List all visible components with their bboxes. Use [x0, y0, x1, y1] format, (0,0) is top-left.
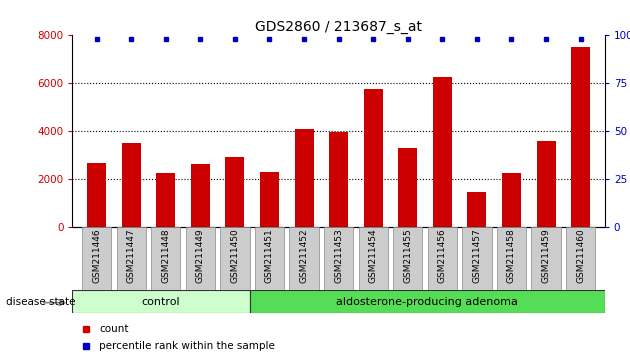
Text: GSM211459: GSM211459 [542, 228, 551, 283]
Bar [260, 172, 279, 227]
Bar [289, 227, 319, 290]
Text: count: count [99, 324, 129, 333]
Bar [531, 227, 561, 290]
Text: GSM211449: GSM211449 [196, 228, 205, 283]
Text: GSM211455: GSM211455 [403, 228, 412, 283]
Text: GSM211457: GSM211457 [472, 228, 481, 283]
Text: GSM211458: GSM211458 [507, 228, 516, 283]
Text: aldosterone-producing adenoma: aldosterone-producing adenoma [336, 297, 518, 307]
Bar [433, 77, 452, 227]
Text: GSM211456: GSM211456 [438, 228, 447, 283]
Bar [358, 227, 388, 290]
Bar [156, 173, 175, 227]
Bar [324, 227, 353, 290]
Bar [226, 157, 244, 227]
Bar [186, 227, 215, 290]
Bar [462, 227, 491, 290]
Text: GSM211450: GSM211450 [231, 228, 239, 283]
Text: GSM211451: GSM211451 [265, 228, 274, 283]
Text: GSM211453: GSM211453 [334, 228, 343, 283]
Bar [566, 227, 595, 290]
Bar [255, 227, 284, 290]
Bar [250, 290, 605, 313]
Bar [497, 227, 526, 290]
Bar [122, 143, 140, 227]
Bar [151, 227, 180, 290]
Bar [295, 129, 314, 227]
Bar [87, 163, 106, 227]
Text: GSM211446: GSM211446 [92, 228, 101, 283]
Text: GSM211454: GSM211454 [369, 228, 378, 283]
Bar [393, 227, 423, 290]
Bar [72, 290, 250, 313]
Text: disease state: disease state [6, 297, 76, 307]
Bar [82, 227, 112, 290]
Bar [329, 132, 348, 227]
Bar [117, 227, 146, 290]
Bar [571, 47, 590, 227]
Bar [428, 227, 457, 290]
Bar [191, 164, 210, 227]
Text: GSM211447: GSM211447 [127, 228, 135, 283]
Bar [537, 141, 556, 227]
Text: percentile rank within the sample: percentile rank within the sample [99, 341, 275, 351]
Text: GSM211448: GSM211448 [161, 228, 170, 283]
Text: control: control [142, 297, 180, 307]
Bar [364, 89, 382, 227]
Title: GDS2860 / 213687_s_at: GDS2860 / 213687_s_at [255, 21, 422, 34]
Bar [398, 148, 417, 227]
Bar [220, 227, 249, 290]
Text: GSM211460: GSM211460 [576, 228, 585, 283]
Text: GSM211452: GSM211452 [299, 228, 309, 283]
Bar [502, 173, 521, 227]
Bar [467, 192, 486, 227]
